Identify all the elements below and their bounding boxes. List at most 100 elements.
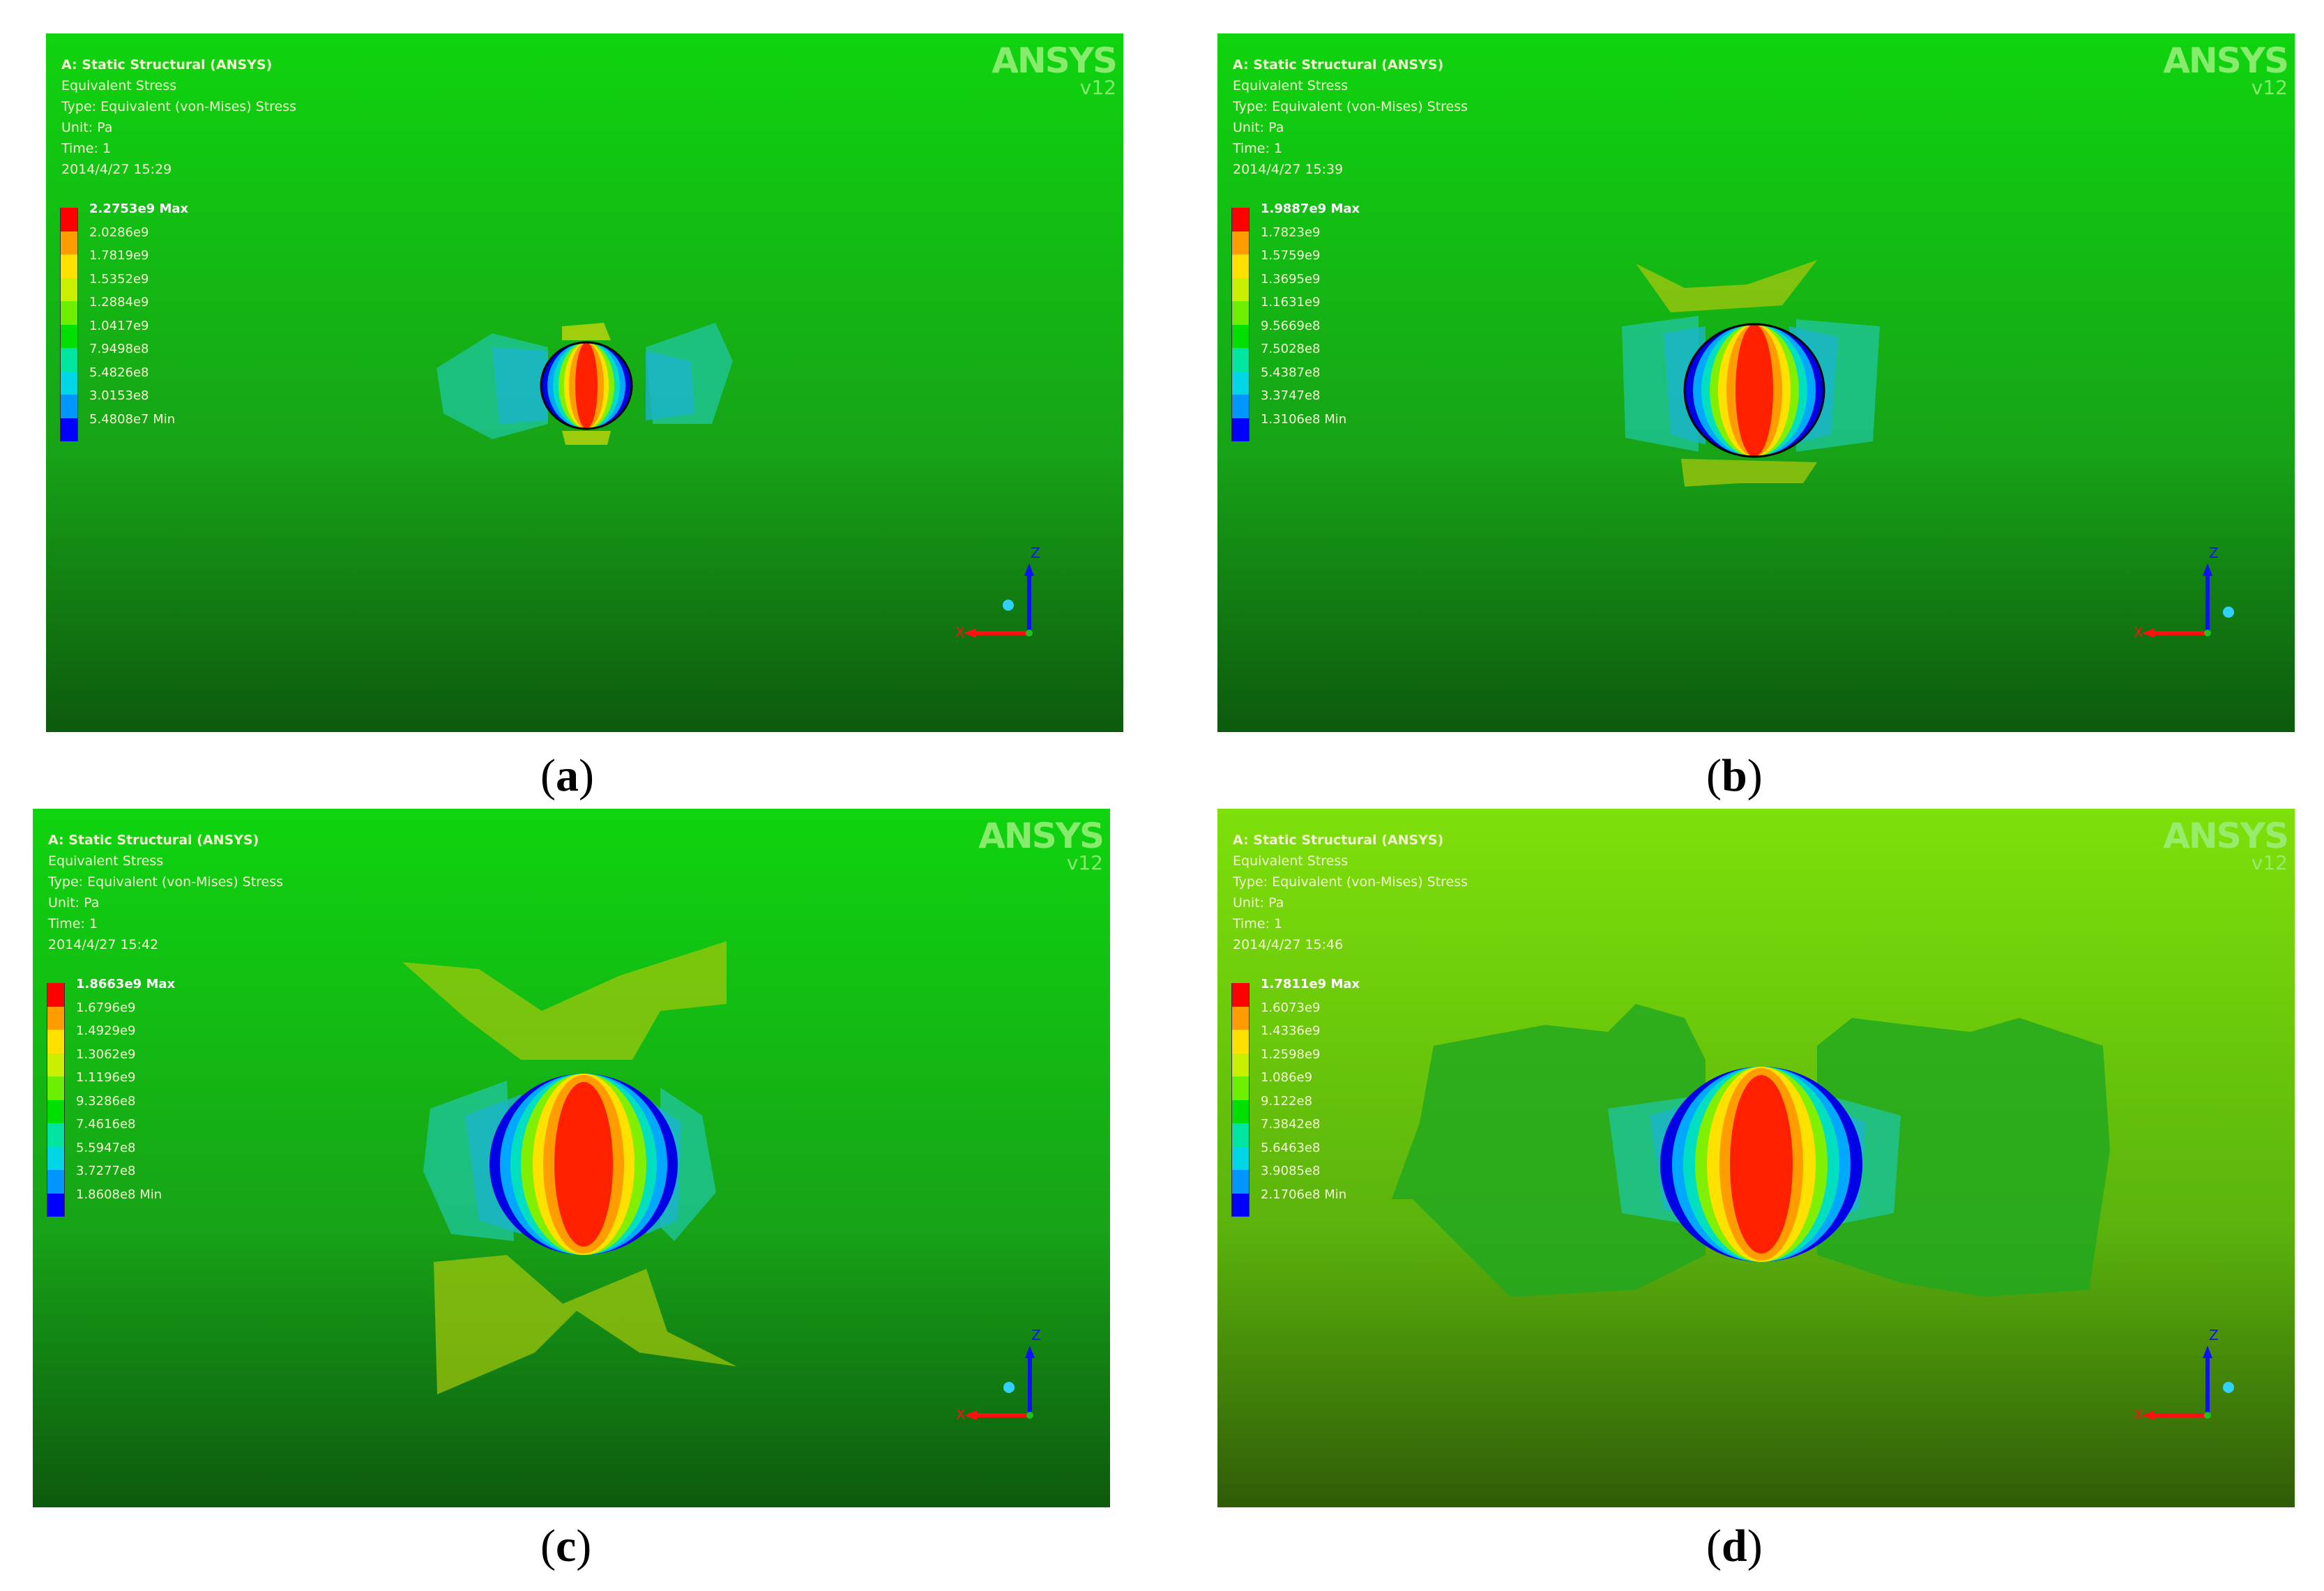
legend-max-label: 1.7811e9 Max (1261, 977, 1360, 991)
result-info-block: A: Static Structural (ANSYS) Equivalent … (1233, 830, 1468, 955)
legend-swatch (1231, 1030, 1250, 1053)
triad-x-label: X (2134, 624, 2143, 641)
legend-swatch (60, 371, 78, 395)
analysis-title: A: Static Structural (ANSYS) (1233, 57, 1444, 73)
result-time: Time: 1 (1233, 141, 1283, 156)
legend-label: 1.5759e9 (1261, 248, 1321, 263)
legend-swatch (1231, 1006, 1250, 1030)
legend-swatch (47, 1193, 65, 1217)
analysis-title: A: Static Structural (ANSYS) (48, 832, 259, 848)
coordinate-triad-icon[interactable]: Z X (2131, 542, 2235, 647)
legend-label: 7.4616e8 (76, 1117, 136, 1132)
legend-swatch (1231, 1053, 1250, 1076)
caption-c: (c) (540, 1521, 592, 1571)
legend-label: 9.5669e8 (1261, 318, 1321, 333)
legend-label: 9.122e8 (1261, 1093, 1313, 1109)
result-time: Time: 1 (48, 916, 98, 931)
analysis-title: A: Static Structural (ANSYS) (61, 57, 273, 73)
result-type: Type: Equivalent (von-Mises) Stress (1233, 99, 1468, 114)
legend-label: 7.9498e8 (89, 342, 149, 356)
legend-swatch (60, 418, 78, 441)
legend-swatch (47, 1099, 65, 1123)
legend-label: 3.9085e8 (1261, 1164, 1321, 1178)
legend-label: 1.7819e9 (89, 248, 149, 263)
legend-swatch (1231, 395, 1250, 418)
ansys-logo: ANSYS v12 (2163, 43, 2289, 99)
triad-z-label: Z (2209, 545, 2219, 561)
legend-swatch (47, 983, 65, 1007)
legend-swatch (60, 231, 78, 254)
legend-swatch (1231, 1123, 1250, 1147)
result-info-block: A: Static Structural (ANSYS) Equivalent … (48, 830, 283, 955)
triad-z-label: Z (1031, 1327, 1041, 1343)
caption-a: (a) (540, 750, 594, 801)
model-render-d (1217, 809, 2295, 1507)
legend-swatch (1231, 324, 1250, 348)
legend-swatch (47, 1053, 65, 1076)
legend-label: 5.4808e7 Min (89, 411, 176, 427)
legend-swatch (47, 1006, 65, 1030)
legend-label: 3.7277e8 (76, 1164, 136, 1178)
result-name: Equivalent Stress (48, 853, 164, 869)
legend-label: 1.5352e9 (89, 271, 149, 287)
logo-version: v12 (1066, 851, 1103, 874)
legend-swatch (60, 324, 78, 348)
coordinate-triad-icon[interactable]: Z X (952, 542, 1057, 647)
legend-swatch (47, 1146, 65, 1170)
legend-label: 5.4387e8 (1261, 365, 1321, 380)
caption-b: (b) (1706, 750, 1763, 801)
result-time: Time: 1 (61, 141, 112, 156)
legend-swatch (1231, 1099, 1250, 1123)
legend-label: 1.1196e9 (76, 1070, 136, 1085)
result-time: Time: 1 (1233, 916, 1283, 931)
legend-label: 1.7823e9 (1261, 224, 1321, 240)
result-unit: Unit: Pa (48, 895, 100, 911)
legend-label: 1.086e9 (1261, 1070, 1313, 1085)
viewport-panel-d[interactable]: A: Static Structural (ANSYS) Equivalent … (1217, 809, 2295, 1507)
viewport-panel-a[interactable]: A: Static Structural (ANSYS) Equivalent … (46, 33, 1123, 732)
viewport-panel-c[interactable]: A: Static Structural (ANSYS) Equivalent … (33, 809, 1110, 1507)
result-type: Type: Equivalent (von-Mises) Stress (48, 874, 284, 890)
ansys-logo: ANSYS v12 (992, 43, 1118, 98)
result-timestamp: 2014/4/27 15:29 (61, 162, 172, 177)
legend-label: 5.5947e8 (76, 1140, 136, 1155)
analysis-title: A: Static Structural (ANSYS) (1233, 832, 1444, 848)
triad-x-label: X (955, 624, 965, 641)
legend-swatch (1231, 983, 1250, 1007)
legend-label: 1.1631e9 (1261, 295, 1321, 310)
legend-swatch (1231, 348, 1250, 372)
legend-label: 2.0286e9 (89, 224, 149, 240)
coordinate-triad-icon[interactable]: Z X (2131, 1325, 2235, 1429)
legend-label: 2.1706e8 Min (1261, 1187, 1347, 1202)
result-name: Equivalent Stress (1233, 853, 1349, 869)
legend-label: 1.6796e9 (76, 1000, 136, 1015)
triad-z-label: Z (2209, 1327, 2219, 1343)
legend-swatch (1231, 231, 1250, 254)
legend-swatch (1231, 1193, 1250, 1217)
legend-swatch (1231, 254, 1250, 278)
coordinate-triad-icon[interactable]: Z X (953, 1325, 1058, 1429)
legend-swatch (1231, 208, 1250, 231)
caption-letter: c (555, 1521, 577, 1571)
legend-label: 1.0417e9 (89, 318, 149, 333)
legend-swatch (60, 348, 78, 372)
viewport-panel-b[interactable]: A: Static Structural (ANSYS) Equivalent … (1217, 33, 2295, 732)
result-unit: Unit: Pa (1233, 120, 1284, 135)
legend-label: 1.4336e9 (1261, 1023, 1321, 1038)
legend-max-label: 1.9887e9 Max (1261, 201, 1360, 216)
result-type: Type: Equivalent (von-Mises) Stress (61, 99, 297, 114)
legend-swatch (1231, 1076, 1250, 1100)
result-type: Type: Equivalent (von-Mises) Stress (1233, 874, 1468, 890)
legend-swatch (1231, 371, 1250, 395)
result-unit: Unit: Pa (61, 120, 113, 135)
legend-label: 1.4929e9 (76, 1023, 136, 1038)
legend-swatch (60, 254, 78, 278)
legend-label: 3.0153e8 (89, 388, 149, 403)
legend-swatch (1231, 301, 1250, 325)
legend-label: 1.3106e8 Min (1261, 411, 1347, 427)
logo-version: v12 (2251, 76, 2288, 99)
legend-label: 1.3062e9 (76, 1046, 136, 1062)
caption-d: (d) (1706, 1521, 1763, 1571)
model-render-c (33, 809, 1110, 1507)
legend-label: 1.3695e9 (1261, 271, 1321, 287)
